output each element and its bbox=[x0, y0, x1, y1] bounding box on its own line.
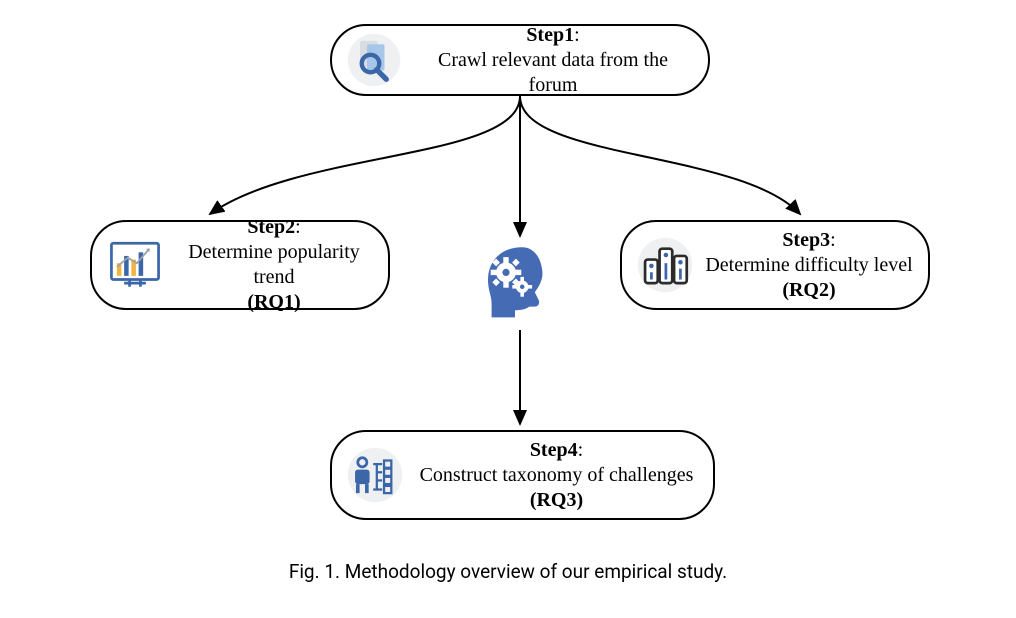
edge-step1-step3 bbox=[520, 96, 800, 214]
trend-chart-icon bbox=[106, 236, 164, 294]
step1-label: Step1 bbox=[526, 24, 574, 46]
step2-rq: (RQ1) bbox=[247, 291, 300, 313]
figure-caption: Fig. 1. Methodology overview of our empi… bbox=[0, 560, 1016, 583]
head-gears-icon bbox=[470, 240, 560, 330]
step3-label: Step3 bbox=[782, 229, 830, 251]
bar-blocks-icon bbox=[636, 236, 694, 294]
taxonomy-icon bbox=[346, 446, 404, 504]
node-step4: Step4: Construct taxonomy of challenges … bbox=[330, 430, 715, 520]
node-step3: Step3: Determine difficulty level (RQ2) bbox=[620, 220, 930, 310]
node-step2: Step2: Determine popularity trend (RQ1) bbox=[90, 220, 390, 310]
step4-label: Step4 bbox=[530, 439, 578, 461]
step4-rq: (RQ3) bbox=[530, 489, 583, 511]
step1-body: Crawl relevant data from the forum bbox=[438, 49, 668, 96]
search-doc-icon bbox=[346, 32, 402, 88]
step2-body: Determine popularity trend bbox=[188, 241, 360, 288]
diagram-stage: Step1: Crawl relevant data from the foru… bbox=[0, 0, 1016, 618]
step3-rq: (RQ2) bbox=[782, 279, 835, 301]
step2-label: Step2 bbox=[247, 216, 295, 238]
edge-step1-step2 bbox=[210, 96, 520, 214]
step3-body: Determine difficulty level bbox=[705, 254, 912, 276]
step4-body: Construct taxonomy of challenges bbox=[420, 464, 694, 486]
node-step1: Step1: Crawl relevant data from the foru… bbox=[330, 24, 710, 96]
